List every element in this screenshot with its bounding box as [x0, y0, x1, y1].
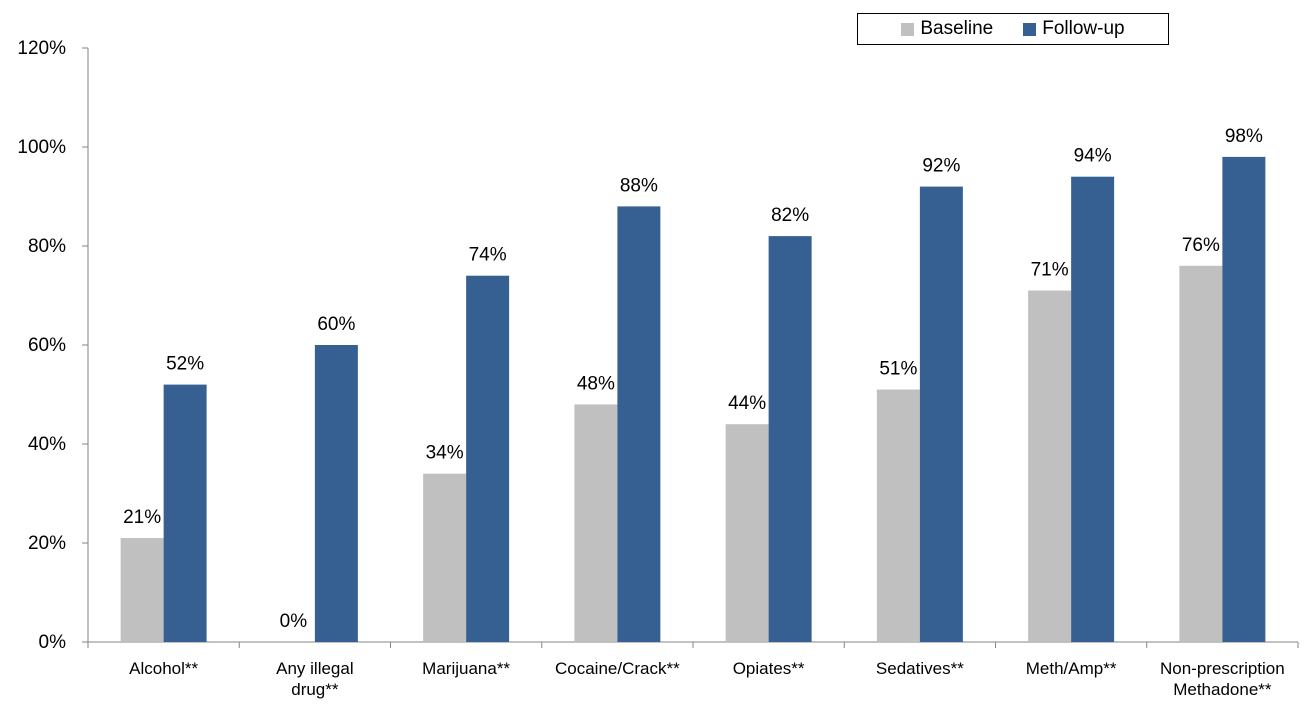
data-label: 71% [1031, 260, 1069, 281]
data-label: 94% [1074, 146, 1112, 167]
x-tick-label: Methadone** [1173, 680, 1272, 699]
x-tick-label: Non-prescription [1160, 659, 1285, 678]
bar-follow-up [1222, 156, 1266, 642]
data-label: 34% [426, 443, 464, 464]
bar-follow-up [768, 236, 812, 642]
bar-baseline [423, 473, 467, 642]
y-tick-label: 100% [17, 137, 66, 158]
data-label: 88% [620, 175, 658, 196]
legend-swatch-baseline [901, 22, 915, 36]
data-label: 60% [317, 314, 355, 335]
data-label: 44% [728, 393, 766, 414]
data-label: 98% [1225, 126, 1263, 147]
y-tick-label: 120% [17, 38, 66, 59]
data-label: 52% [166, 354, 204, 375]
bar-follow-up [919, 186, 963, 642]
bar-follow-up [466, 275, 510, 642]
data-label: 92% [922, 156, 960, 177]
y-tick-label: 80% [28, 236, 66, 257]
legend-item-baseline: Baseline [901, 18, 993, 40]
x-tick-label: Meth/Amp** [1026, 659, 1117, 678]
y-tick-label: 60% [28, 335, 66, 356]
y-tick-label: 40% [28, 434, 66, 455]
y-tick-label: 20% [28, 533, 66, 554]
legend-swatch-follow-up [1023, 22, 1037, 36]
bar-baseline [1179, 265, 1223, 642]
bar-baseline [574, 404, 618, 642]
bar-baseline [876, 389, 920, 642]
x-tick-label: Any illegal [276, 659, 354, 678]
legend-item-follow-up: Follow-up [1023, 18, 1125, 40]
data-label: 82% [771, 205, 809, 226]
bar-follow-up [617, 206, 661, 642]
data-label: 74% [469, 245, 507, 266]
y-tick-label: 0% [39, 632, 67, 653]
x-tick-label: Sedatives** [876, 659, 964, 678]
legend-label-follow-up: Follow-up [1042, 18, 1125, 39]
data-label: 48% [577, 373, 615, 394]
data-label: 51% [879, 359, 917, 380]
x-tick-label: Cocaine/Crack** [555, 659, 680, 678]
bar-follow-up [314, 345, 358, 642]
bar-baseline [120, 538, 164, 642]
data-label: 21% [123, 507, 161, 528]
x-tick-label: Opiates** [733, 659, 805, 678]
bar-baseline [725, 424, 769, 642]
bar-follow-up [1071, 176, 1115, 642]
bar-baseline [1028, 290, 1072, 642]
legend-label-baseline: Baseline [920, 18, 994, 39]
data-label: 76% [1182, 235, 1220, 256]
data-label: 0% [280, 611, 308, 632]
legend: Baseline Follow-up [857, 13, 1169, 45]
x-tick-label: drug** [291, 680, 339, 699]
x-tick-label: Alcohol** [129, 659, 198, 678]
bar-follow-up [163, 384, 207, 642]
x-tick-label: Marijuana** [422, 659, 510, 678]
